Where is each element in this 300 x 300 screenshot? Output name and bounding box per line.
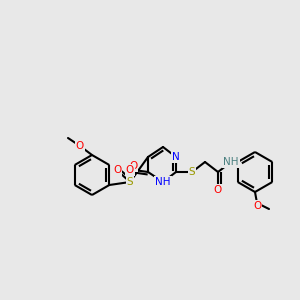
Text: O: O — [113, 165, 121, 175]
Text: S: S — [189, 167, 195, 177]
Text: O: O — [76, 141, 84, 151]
Text: NH: NH — [155, 177, 171, 187]
Text: O: O — [126, 165, 134, 175]
Text: O: O — [253, 201, 261, 211]
Text: NH: NH — [223, 157, 239, 167]
Text: O: O — [214, 185, 222, 195]
Text: N: N — [172, 152, 180, 162]
Text: S: S — [127, 177, 133, 187]
Text: O: O — [129, 161, 137, 171]
